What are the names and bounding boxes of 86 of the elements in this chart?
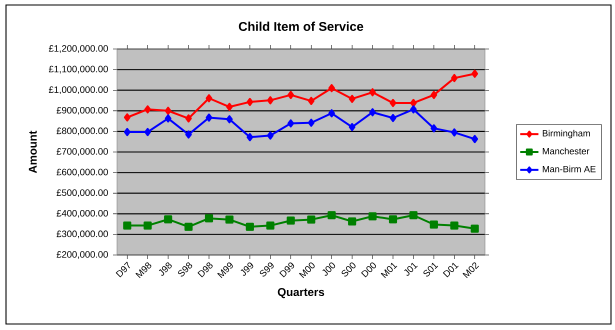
x-tick-label: D98 <box>198 262 213 278</box>
y-axis-title: Amount <box>28 130 37 174</box>
point <box>368 212 377 220</box>
x-tick-label: D01 <box>442 262 459 278</box>
y-tick-label: £800,000.00 <box>56 128 108 136</box>
point <box>144 128 151 136</box>
x-tick-label: S01 <box>423 262 438 277</box>
x-tick-label: J98 <box>158 262 172 276</box>
point <box>430 220 438 229</box>
point <box>451 74 458 82</box>
point <box>164 106 172 115</box>
point <box>430 124 438 132</box>
point <box>226 102 233 111</box>
y-tick-label: £1,000,000.00 <box>48 86 108 94</box>
point <box>266 221 274 230</box>
point <box>451 128 458 136</box>
y-tick-label: £300,000.00 <box>56 230 108 238</box>
y-tick-label: £1,200,000.00 <box>48 45 108 53</box>
point <box>328 211 336 220</box>
point <box>124 113 131 122</box>
x-tick-label: M01 <box>380 262 398 278</box>
point <box>246 98 254 106</box>
point <box>185 130 192 139</box>
point <box>124 128 131 136</box>
point <box>206 94 212 102</box>
chart-title: Child Item of Service <box>238 22 364 31</box>
point <box>470 224 479 233</box>
point <box>267 131 274 140</box>
legend-label: Birmingham <box>542 130 590 138</box>
x-tick-label: S99 <box>260 262 274 277</box>
y-tick-label: £200,000.00 <box>56 251 108 259</box>
point <box>348 217 356 226</box>
x-tick-label: J00 <box>322 262 336 276</box>
point <box>409 211 418 220</box>
point <box>246 222 254 231</box>
point <box>390 98 396 108</box>
point <box>144 105 151 114</box>
y-tick-label: £700,000.00 <box>56 148 108 156</box>
x-tick-label: S00 <box>342 262 356 277</box>
point <box>369 108 376 116</box>
point <box>185 114 192 122</box>
point <box>410 105 417 114</box>
y-tick-label: £500,000.00 <box>56 189 108 198</box>
y-tick-label: £600,000.00 <box>56 168 108 176</box>
point <box>348 123 356 132</box>
point <box>328 84 335 92</box>
point <box>328 109 335 118</box>
x-axis-title: Quarters <box>278 288 324 298</box>
legend-label: Man-Birm AE <box>542 166 596 172</box>
point <box>308 96 315 105</box>
point <box>388 215 398 224</box>
point <box>369 88 376 96</box>
x-tick-label: J99 <box>240 262 254 276</box>
x-tick-label: S98 <box>178 262 192 277</box>
point <box>164 114 172 122</box>
x-tick-label: J01 <box>404 262 418 276</box>
x-tick-label: D00 <box>361 262 376 278</box>
point <box>164 215 172 224</box>
point <box>471 134 478 144</box>
point <box>450 221 458 230</box>
y-tick-label: £400,000.00 <box>56 210 108 218</box>
y-tick-label: £900,000.00 <box>56 106 108 115</box>
point <box>144 221 152 230</box>
point <box>348 94 356 103</box>
point <box>410 98 417 108</box>
x-tick-label: M00 <box>299 262 315 278</box>
point <box>204 214 214 222</box>
y-tick-label: £1,100,000.00 <box>48 66 108 74</box>
point <box>225 216 234 224</box>
point <box>286 216 295 225</box>
x-tick-label: D99 <box>279 262 294 278</box>
point <box>390 114 396 122</box>
point <box>471 70 478 78</box>
point <box>430 90 438 100</box>
point <box>206 114 212 122</box>
point <box>184 222 193 231</box>
point <box>308 118 315 127</box>
point <box>267 96 274 104</box>
point <box>226 115 233 124</box>
point <box>307 216 316 224</box>
point <box>287 90 294 100</box>
point <box>123 221 132 230</box>
point <box>246 133 254 142</box>
point <box>287 119 294 128</box>
legend-label: Manchester <box>542 148 590 154</box>
x-tick-label: M99 <box>217 262 233 278</box>
